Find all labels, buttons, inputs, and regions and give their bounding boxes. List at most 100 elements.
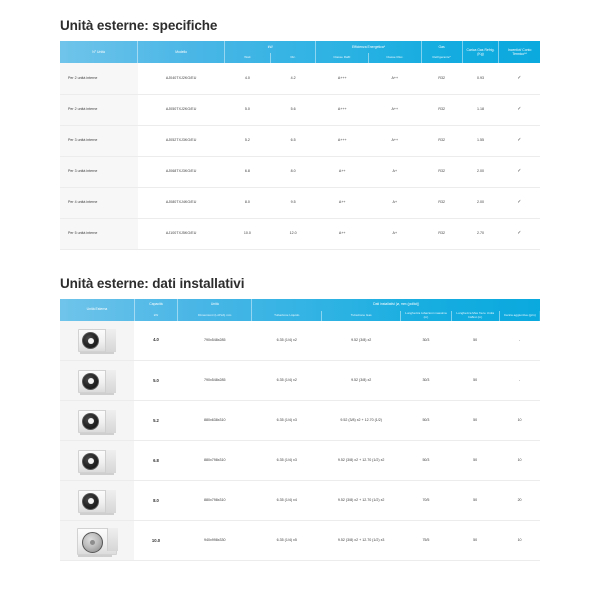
row-units: Per 2 unità interne <box>60 94 138 126</box>
row-max-length: 50/3 <box>400 440 452 481</box>
row-max-length: 50/3 <box>400 400 452 441</box>
row-model: AJ040TXJ2KG/EU <box>137 63 225 95</box>
col-subheader-liquid-pipe: Tubazione Liquido <box>251 310 322 321</box>
row-dimensions: 790x548x285 <box>177 320 252 361</box>
table-row: 10.0 940x998x330 6.35 (1/4) x5 9.52 (3/8) x… <box>60 520 540 561</box>
col-header-incentives: Incentivi/ Conto Termico** <box>498 41 540 63</box>
row-capacity: 5.2 <box>134 400 178 441</box>
table-row: Per 3 unità interne AJ052TXJ3KG/EU 5.2 6.5 A… <box>60 125 540 157</box>
col-header-gas-group: Gas <box>420 41 463 53</box>
row-liquid-pipe: 6.35 (1/4) x3 <box>251 400 322 441</box>
table-row: 5.2 880x638x310 6.35 (1/4) x3 9.52 (3/8) x2… <box>60 400 540 441</box>
table-row: Per 3 unità interne AJ068TXJ3KG/EU 6.8 8.0 A… <box>60 156 540 188</box>
table-row: 8.0 880x798x310 6.35 (1/4) x4 9.52 (3/8) x2… <box>60 480 540 521</box>
row-model: AJ100TXJ5KG/EU <box>137 218 225 250</box>
row-kw-watt: 10.0 <box>224 218 271 250</box>
row-eff-heating: A++ <box>368 125 422 157</box>
row-eff-cooling: A+++ <box>315 125 369 157</box>
row-kw-ric: 8.0 <box>270 156 316 188</box>
row-units: Per 3 unità interne <box>60 125 138 157</box>
row-max-length: 30/3 <box>400 360 452 401</box>
row-max-height: 50 <box>451 520 500 561</box>
outdoor-unit-image <box>60 440 135 481</box>
row-gas-charge: 0.93 <box>462 63 499 95</box>
row-max-length: 70/5 <box>400 480 452 521</box>
row-incentive-check: ✓ <box>498 94 540 126</box>
outdoor-unit-image <box>60 480 135 521</box>
col-subheader-dimensions: Dimensioni (LxPxA) mm <box>177 310 252 321</box>
col-header-efficiency-group: Efficienza Energetica* <box>315 41 422 53</box>
row-dimensions: 790x548x285 <box>177 360 252 401</box>
row-units: Per 5 unità interne <box>60 218 138 250</box>
row-gas-type: R32 <box>421 187 463 219</box>
row-incentive-check: ✓ <box>498 187 540 219</box>
row-liquid-pipe: 6.35 (1/4) x4 <box>251 480 322 521</box>
row-eff-cooling: A++ <box>315 156 369 188</box>
row-kw-ric: 9.5 <box>270 187 316 219</box>
col-subheader-extra-charge: Carica aggiuntiva (g/m) <box>498 310 540 321</box>
row-max-height: 50 <box>451 440 500 481</box>
row-gas-charge: 2.00 <box>462 187 499 219</box>
col-header-capacity-group: Capacità <box>133 298 178 311</box>
col-subheader-capacity-unit: kW <box>133 310 178 321</box>
row-eff-cooling: A+++ <box>315 63 369 95</box>
row-kw-ric: 5.6 <box>270 94 316 126</box>
row-incentive-check: ✓ <box>498 218 540 250</box>
outdoor-unit-image <box>60 360 135 401</box>
outdoor-unit-image <box>60 400 135 441</box>
specs-header-row-sub: Watt Ric. Classe Raffr. Classe Risc. Ref… <box>60 53 540 63</box>
row-eff-heating: A+ <box>368 156 422 188</box>
row-units: Per 4 unità interne <box>60 187 138 219</box>
page-title-dati-installativi: Unità esterne: dati installativi <box>60 275 245 291</box>
row-incentive-check: ✓ <box>498 156 540 188</box>
row-eff-cooling: A++ <box>315 187 369 219</box>
row-max-height: 50 <box>451 320 500 361</box>
specs-table-body: Per 2 unità interne AJ040TXJ2KG/EU 4.0 4.2 A… <box>60 63 540 250</box>
table-row: Per 5 unità interne AJ100TXJ5KG/EU 10.0 12.… <box>60 218 540 250</box>
row-extra-charge: - <box>499 320 540 361</box>
row-extra-charge: - <box>499 360 540 401</box>
row-incentive-check: ✓ <box>498 63 540 95</box>
row-kw-watt: 6.8 <box>224 156 271 188</box>
row-eff-heating: A+ <box>368 187 422 219</box>
row-gas-pipe: 9.52 (3/8) x2 <box>321 360 401 401</box>
row-dimensions: 880x798x310 <box>177 440 252 481</box>
col-subheader-max-length: Lunghezza tubazioni massima (m) <box>400 310 452 321</box>
row-max-length: 75/5 <box>400 520 452 561</box>
row-gas-type: R32 <box>421 63 463 95</box>
row-kw-ric: 12.0 <box>270 218 316 250</box>
section-dati-installativi: Unità esterne: dati installativi Unità E… <box>60 275 540 561</box>
row-capacity: 10.0 <box>134 520 178 561</box>
row-max-length: 30/3 <box>400 320 452 361</box>
col-subheader-gas-pipe: Tubazione Gas <box>321 310 401 321</box>
col-header-install-group: Dati installativi (ø, mm (pollici)) <box>251 298 540 311</box>
outdoor-unit-image <box>60 320 135 361</box>
row-extra-charge: 10 <box>499 520 540 561</box>
install-table: Unità Esterna Capacità Unità Dati instal… <box>60 298 540 561</box>
row-units: Per 3 unità interne <box>60 156 138 188</box>
col-subheader-max-height: Lunghezza Max fra le Unità Int/Est (m) <box>450 310 500 321</box>
row-dimensions: 880x798x310 <box>177 480 252 521</box>
specs-table: N° Unità Modello kW Efficienza Energetic… <box>60 41 540 250</box>
table-row: 4.0 790x548x285 6.35 (1/4) x2 9.52 (3/8) x2… <box>60 320 540 361</box>
row-extra-charge: 20 <box>499 480 540 521</box>
row-extra-charge: 10 <box>499 400 540 441</box>
col-subheader-eff-cooling: Classe Raffr. <box>315 53 369 63</box>
row-dimensions: 880x638x310 <box>177 400 252 441</box>
row-kw-watt: 4.0 <box>224 63 271 95</box>
col-subheader-kw-watt: Watt <box>224 53 271 63</box>
table-row: Per 4 unità interne AJ080TXJ4KG/EU 8.0 9.5 A… <box>60 187 540 219</box>
row-max-height: 50 <box>451 360 500 401</box>
row-gas-charge: 2.70 <box>462 218 499 250</box>
row-liquid-pipe: 6.35 (1/4) x5 <box>251 520 322 561</box>
row-eff-heating: A+ <box>368 218 422 250</box>
row-gas-type: R32 <box>421 218 463 250</box>
install-header-row-main: Unità Esterna Capacità Unità Dati instal… <box>60 298 540 311</box>
row-liquid-pipe: 6.35 (1/4) x3 <box>251 440 322 481</box>
row-max-height: 50 <box>451 480 500 521</box>
col-header-units: N° Unità <box>92 49 105 54</box>
row-extra-charge: 10 <box>499 440 540 481</box>
row-units: Per 2 unità interne <box>60 63 138 95</box>
specs-table-header: N° Unità Modello kW Efficienza Energetic… <box>60 41 540 63</box>
